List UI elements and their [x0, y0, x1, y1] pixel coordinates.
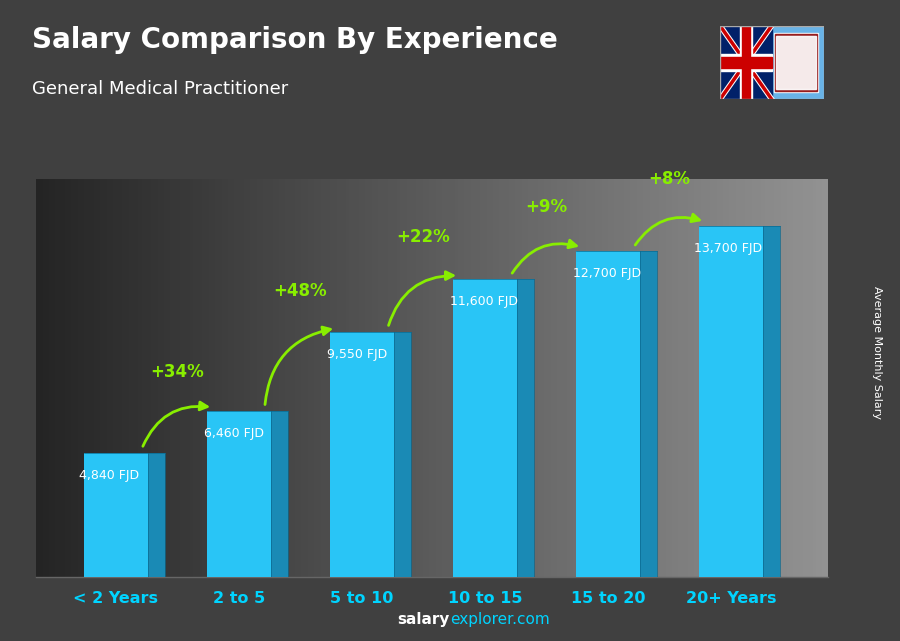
Bar: [720, 56, 772, 69]
Text: 12,700 FJD: 12,700 FJD: [573, 267, 642, 280]
Text: +8%: +8%: [648, 170, 690, 188]
Text: Salary Comparison By Experience: Salary Comparison By Experience: [32, 26, 557, 54]
Polygon shape: [207, 412, 271, 577]
Text: 13,700 FJD: 13,700 FJD: [694, 242, 762, 254]
Polygon shape: [699, 226, 763, 577]
Bar: [776, 35, 817, 90]
Polygon shape: [453, 279, 517, 577]
Bar: [720, 26, 772, 99]
Polygon shape: [330, 332, 394, 577]
Bar: [777, 36, 816, 89]
Text: 11,600 FJD: 11,600 FJD: [450, 296, 518, 308]
Text: +34%: +34%: [150, 363, 204, 381]
Polygon shape: [84, 453, 148, 577]
Text: explorer.com: explorer.com: [450, 612, 550, 627]
Text: Average Monthly Salary: Average Monthly Salary: [872, 286, 883, 419]
Text: +9%: +9%: [526, 197, 567, 215]
Text: 9,550 FJD: 9,550 FJD: [328, 348, 388, 361]
Bar: [740, 26, 752, 99]
Text: +22%: +22%: [397, 228, 450, 246]
Polygon shape: [517, 279, 534, 577]
Bar: [742, 26, 750, 99]
Polygon shape: [148, 453, 165, 577]
Text: 4,840 FJD: 4,840 FJD: [79, 469, 140, 481]
Text: 6,460 FJD: 6,460 FJD: [204, 427, 265, 440]
Bar: [720, 54, 772, 71]
Polygon shape: [763, 226, 780, 577]
Bar: [774, 33, 818, 92]
Polygon shape: [394, 332, 411, 577]
Text: General Medical Practitioner: General Medical Practitioner: [32, 80, 288, 98]
Polygon shape: [271, 412, 288, 577]
Polygon shape: [640, 251, 657, 577]
Polygon shape: [576, 251, 640, 577]
Text: +48%: +48%: [274, 282, 328, 300]
Text: salary: salary: [398, 612, 450, 627]
